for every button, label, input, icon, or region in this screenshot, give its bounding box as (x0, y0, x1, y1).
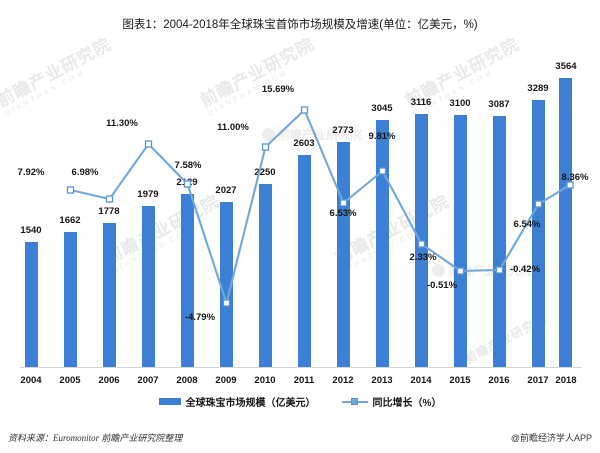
growth-line-series (66, 106, 574, 307)
bar-2012 (337, 142, 350, 367)
legend-label-growth-rate: 同比增长（%） (372, 398, 442, 409)
legend-item-growth-rate[interactable]: 同比增长（%） (341, 394, 442, 409)
plot-area: 1540 1662 1778 1979 2129 2027 2250 2603 … (0, 40, 600, 370)
pct-value-2017: 6.54% (513, 219, 541, 230)
x-axis-label-2006: 2006 (98, 375, 120, 386)
bar-value-2009: 2027 (215, 185, 237, 196)
bar-2017 (532, 100, 545, 367)
bar-value-2016: 3087 (488, 99, 510, 110)
pct-value-2015: -0.51% (426, 280, 458, 291)
pct-value-2012: 6.53% (329, 208, 357, 219)
bar-2005 (64, 232, 77, 367)
chart-legend: 全球珠宝市场规模（亿美元） 同比增长（%） (0, 394, 600, 409)
x-axis-label-2017: 2017 (527, 375, 549, 386)
pct-value-2009: -4.79% (184, 312, 216, 323)
x-axis-label-2008: 2008 (176, 375, 198, 386)
pct-value-2005: 7.92% (17, 167, 45, 178)
bar-2011 (298, 155, 311, 367)
bar-value-2004: 1540 (20, 225, 42, 236)
x-axis-label-2012: 2012 (332, 375, 354, 386)
bar-value-2011: 2603 (293, 138, 315, 149)
pct-value-2011: 15.69% (261, 84, 295, 95)
app-credit: @前瞻经济学人APP (510, 433, 592, 443)
pct-value-2014: 2.33% (409, 252, 437, 263)
pct-value-2008: 7.58% (174, 160, 202, 171)
bar-2010 (259, 184, 272, 367)
bar-value-2005: 1662 (59, 215, 81, 226)
bar-value-2007: 1979 (137, 189, 159, 200)
pct-value-2006: 6.98% (71, 167, 99, 178)
source-note: 资料来源：Euromonitor 前瞻产业研究院整理 (8, 433, 183, 443)
x-axis-label-2013: 2013 (371, 375, 393, 386)
growth-line-path (69, 108, 572, 305)
x-axis-label-2018: 2018 (555, 375, 577, 386)
pct-value-2018: 8.36% (561, 172, 589, 183)
bar-2007 (142, 206, 155, 367)
x-axis-label-2011: 2011 (293, 375, 315, 386)
bar-2006 (103, 223, 116, 367)
bar-2016 (493, 116, 506, 367)
bar-value-2018: 3564 (555, 61, 577, 72)
x-axis-label-2015: 2015 (449, 375, 471, 386)
growth-line-markers (66, 106, 574, 307)
x-axis-label-2007: 2007 (137, 375, 159, 386)
x-axis-label-2016: 2016 (488, 375, 510, 386)
bar-value-2012: 2773 (332, 125, 354, 136)
legend-item-market-size[interactable]: 全球珠宝市场规模（亿美元） (158, 394, 316, 409)
bar-2004 (25, 242, 38, 367)
bar-value-2013: 3045 (371, 103, 393, 114)
x-axis-label-2009: 2009 (215, 375, 237, 386)
bar-2008 (181, 194, 194, 367)
pct-value-2007: 11.30% (106, 118, 138, 129)
bar-2015 (454, 115, 467, 367)
x-axis-label-2005: 2005 (59, 375, 81, 386)
bar-value-2017: 3289 (527, 83, 549, 94)
bar-2009 (220, 202, 233, 367)
bar-value-2006: 1778 (98, 206, 120, 217)
chart-title: 图表1：2004-2018年全球珠宝首饰市场规模及增速(单位：亿美元，%) (122, 19, 478, 31)
x-axis-label-2004: 2004 (20, 375, 42, 386)
bar-value-2015: 3100 (449, 98, 471, 109)
x-axis-label-2014: 2014 (410, 375, 432, 386)
pct-value-2010: 11.00% (217, 122, 249, 133)
bar-2013 (376, 120, 389, 367)
legend-bar-swatch-icon (158, 398, 181, 405)
x-axis-line (20, 367, 582, 368)
bar-value-2010: 2250 (254, 167, 276, 178)
legend-line-swatch-icon (341, 397, 368, 407)
bar-2018 (559, 78, 572, 367)
pct-value-2016: -0.42% (509, 264, 541, 275)
pct-value-2013: 9.81% (368, 131, 396, 142)
x-axis-label-2010: 2010 (254, 375, 276, 386)
legend-label-market-size: 全球珠宝市场规模（亿美元） (185, 398, 316, 409)
bar-value-2014: 3116 (410, 97, 432, 108)
